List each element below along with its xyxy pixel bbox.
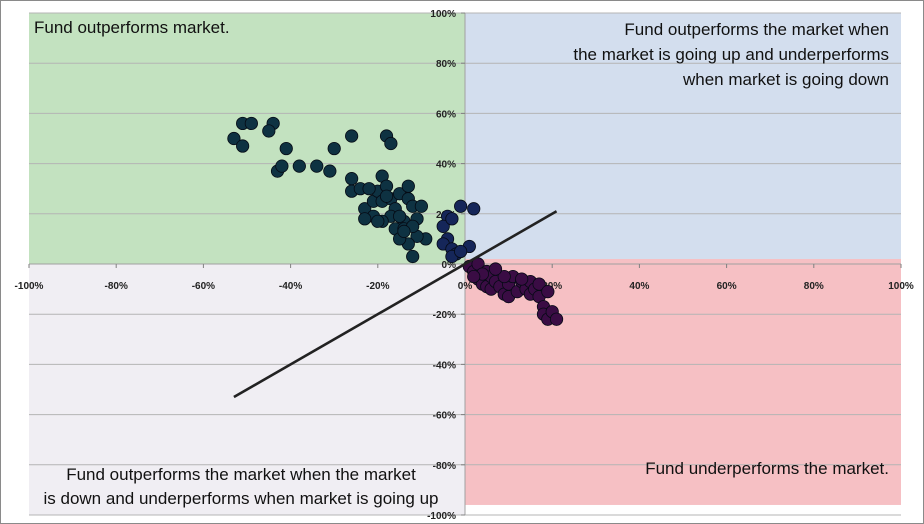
x-tick-label: -60% [192,281,215,292]
x-tick-label: 40% [629,281,649,292]
scatter-point [384,136,398,151]
scatter-point [445,212,459,226]
scatter-point [371,214,385,228]
quadrant-label-bottom-left: is down and underperforms when market is… [44,489,439,508]
quadrant-label-top-left: Fund outperforms market. [34,18,230,37]
scatter-point [310,159,324,173]
scatter-point [345,172,359,186]
scatter-point [236,139,250,153]
y-tick-label: -40% [433,360,456,371]
scatter-point [327,141,341,156]
scatter-point [379,189,394,203]
scatter-point [227,131,241,146]
scatter-point [275,159,289,173]
scatter-point [467,269,481,284]
scatter-point [279,141,293,156]
scatter-point [488,262,503,276]
scatter-point [532,277,546,291]
x-tick-label: 20% [542,281,562,292]
x-tick-label: -80% [105,281,128,292]
scatter-point [362,182,376,196]
scatter-point [467,202,481,216]
quadrant-top-right [465,13,901,259]
scatter-point [406,249,420,264]
x-tick-label: -40% [279,281,302,292]
x-tick-label: -100% [15,281,44,292]
data-points [227,116,564,326]
scatter-point [262,124,276,138]
x-tick-label: -20% [366,281,389,292]
trend-line-layer [233,210,558,399]
quadrant-label-bottom-right: Fund underperforms the market. [645,459,889,478]
quadrant-label-top-right: Fund outperforms the market when [624,20,889,39]
y-tick-label: -60% [433,411,456,422]
scatter-point [454,199,468,213]
quadrant-label-top-right: the market is going up and underperforms [573,45,889,64]
y-tick-label: 80% [436,59,456,70]
scatter-point [345,129,359,143]
scatter-point [454,244,468,259]
y-tick-label: -80% [433,461,456,472]
quadrant-labels: Fund outperforms market. Fund outperforms… [34,18,889,508]
scatter-point [436,219,450,233]
scatter-point [541,285,555,299]
y-tick-label: 0% [442,260,457,271]
y-tick-label: -100% [427,511,456,522]
scatter-point [244,116,258,131]
x-tick-label: 60% [717,281,737,292]
scatter-point [414,199,428,213]
trend-line [233,210,558,399]
y-tick-label: 100% [430,9,456,20]
y-tick-label: 40% [436,160,456,171]
scatter-point [401,179,415,193]
y-tick-label: -20% [433,310,456,321]
scatter-point [515,272,529,286]
scatter-point [392,209,407,223]
quadrant-label-top-right: when market is going down [682,70,889,89]
scatter-point [549,312,564,326]
y-tick-label: 60% [436,109,456,120]
x-tick-label: 100% [888,281,914,292]
x-tick-label: 80% [804,281,824,292]
scatter-point [397,224,411,238]
scatter-point [292,159,306,173]
quadrant-label-bottom-left: Fund outperforms the market when the mar… [66,465,416,484]
scatter-point [323,164,337,178]
x-tick-label: 0% [458,281,473,292]
scatter-point [497,269,511,284]
scatter-point [358,212,372,226]
